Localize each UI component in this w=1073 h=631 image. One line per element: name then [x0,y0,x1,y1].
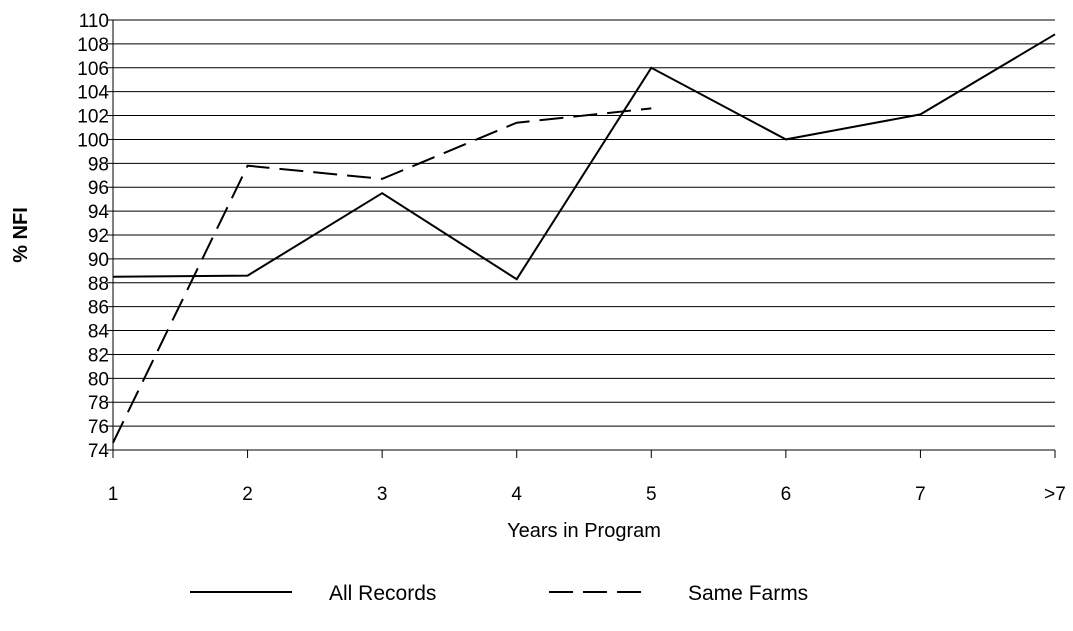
y-tick-label: 96 [88,178,109,199]
y-tick-label: 74 [88,441,110,462]
y-axis-title: % NFI [10,207,32,263]
legend-label-same-farms: Same Farms [688,582,808,605]
series-line-same-farms [112,107,652,444]
gridlines [113,19,1055,451]
y-tick-label: 110 [79,11,109,32]
y-tick-label: 80 [88,369,109,390]
series-lines [112,33,1056,444]
y-tick-label: 98 [88,154,109,175]
y-tick-label: 108 [77,35,109,56]
x-tick-label: 4 [511,484,522,505]
y-tick-label: 78 [88,393,109,414]
x-tick-label: 7 [915,484,926,505]
x-tick-label: 1 [108,484,119,505]
y-tick-label: 106 [77,59,109,80]
x-tick-label: 2 [242,484,253,505]
y-tick-label: 88 [88,274,109,295]
y-tick-label: 90 [88,250,109,271]
y-tick-label: 104 [77,83,109,104]
y-tick-label: 100 [77,130,109,151]
y-tick-label: 84 [88,322,110,343]
x-axis-ticks: 1 2 3 4 5 6 7 >7 [108,450,1066,505]
x-tick-label: >7 [1044,484,1066,505]
x-axis-title: Years in Program [507,520,661,542]
x-tick-label: 5 [646,484,657,505]
x-tick-label: 6 [781,484,792,505]
y-tick-label: 86 [88,298,109,319]
y-tick-label: 94 [88,202,110,223]
y-tick-label: 92 [88,226,109,247]
legend-label-all-records: All Records [329,582,436,605]
y-tick-label: 76 [88,417,109,438]
legend: All Records Same Farms [190,582,808,605]
series-line-all-records [112,33,1056,281]
x-tick-label: 3 [377,484,388,505]
y-tick-label: 82 [88,345,109,366]
y-tick-label: 102 [77,107,109,128]
